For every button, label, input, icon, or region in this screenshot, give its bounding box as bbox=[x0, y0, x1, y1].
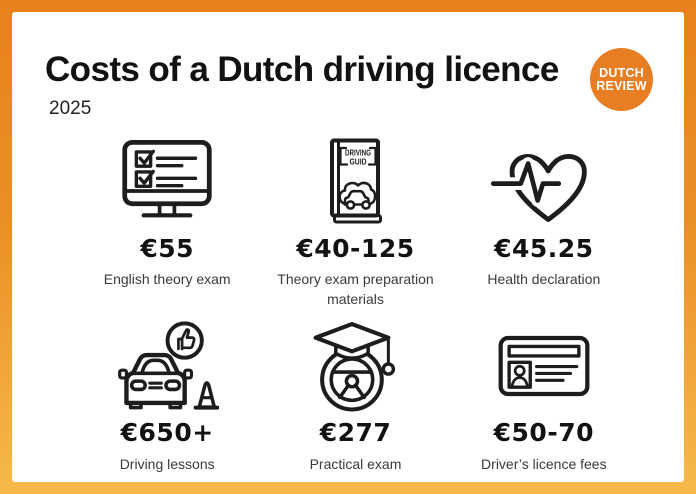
car-thumbs-up-cone-icon bbox=[118, 321, 220, 411]
page-title: Costs of a Dutch driving licence bbox=[45, 50, 559, 89]
price-label: Health declaration bbox=[487, 271, 601, 288]
cost-item-practical-exam: €277 Practical exam bbox=[261, 319, 449, 474]
price-value: €40-125 bbox=[296, 233, 415, 263]
price-label: Driving lessons bbox=[119, 455, 215, 472]
id-card-icon bbox=[498, 336, 590, 397]
price-label: English theory exam bbox=[103, 271, 231, 288]
cost-item-licence-fees: €50-70 Driver’s licence fees bbox=[450, 319, 638, 474]
price-label: Driver’s licence fees bbox=[481, 455, 607, 472]
logo-line2: REVIEW bbox=[596, 78, 647, 93]
year-subtitle: 2025 bbox=[49, 97, 92, 119]
cost-item-driving-lessons: €650+ Driving lessons bbox=[73, 319, 261, 474]
driving-guide-book-icon: DRIVING GUID bbox=[330, 138, 383, 224]
price-value: €277 bbox=[319, 418, 392, 448]
logo-line1: DUTCH bbox=[599, 66, 644, 80]
cost-grid: €55 English theory exam DRIVING GUID bbox=[45, 135, 650, 475]
cost-item-english-theory-exam: €55 English theory exam bbox=[73, 135, 261, 310]
price-value: €50-70 bbox=[493, 418, 594, 448]
price-value: €55 bbox=[140, 233, 194, 263]
price-label: Practical exam bbox=[309, 455, 402, 472]
book-title-line1: DRIVING bbox=[345, 147, 371, 157]
cost-item-health-declaration: €45.25 Health declaration bbox=[450, 135, 638, 310]
heart-pulse-icon bbox=[490, 153, 587, 222]
price-label: Theory exam preparation materials bbox=[277, 271, 434, 307]
price-value: €650+ bbox=[120, 418, 214, 448]
price-value: €45.25 bbox=[494, 233, 594, 263]
content-panel: Costs of a Dutch driving licence 2025 DU… bbox=[12, 12, 684, 482]
monitor-checklist-icon bbox=[122, 139, 212, 218]
cost-item-theory-prep-materials: DRIVING GUID €40-125 Theory exam prepara… bbox=[261, 135, 449, 310]
book-title-line2: GUID bbox=[350, 156, 367, 166]
steering-wheel-graduation-cap-icon bbox=[314, 322, 396, 412]
dutchreview-logo: DUTCH REVIEW bbox=[590, 48, 653, 111]
